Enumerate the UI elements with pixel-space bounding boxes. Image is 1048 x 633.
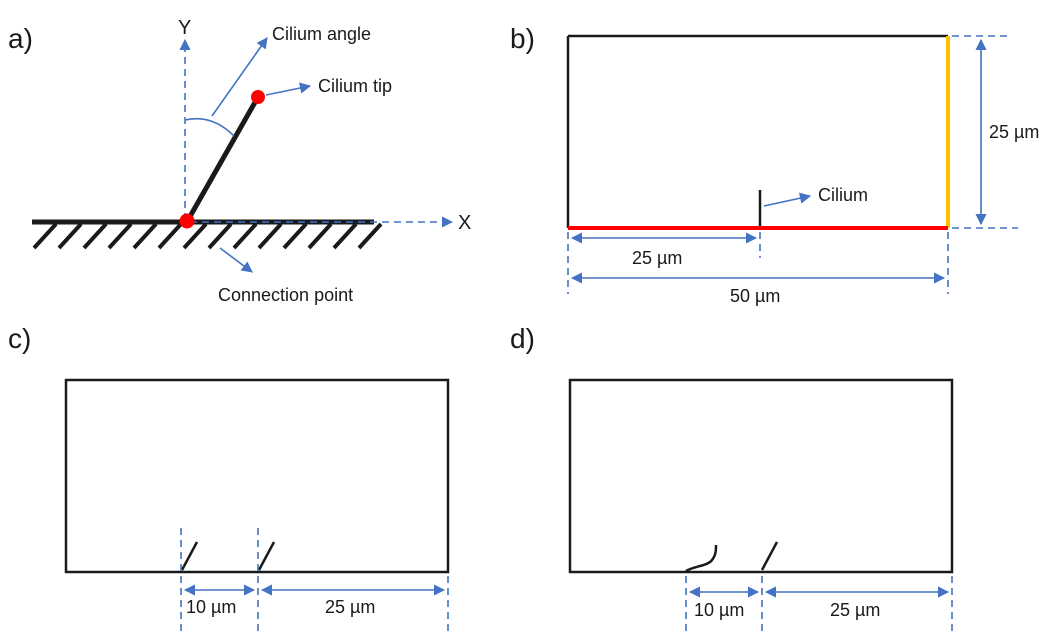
panel-b: b) Cilium 25 µm 25 µm 50 µm (510, 23, 1039, 306)
cilium-tip-label: Cilium tip (318, 76, 392, 96)
hatch-line (132, 222, 158, 250)
hatch-line (357, 222, 383, 250)
connection-point-marker (179, 213, 195, 229)
cilium-one (180, 541, 199, 571)
y-axis-label: Y (178, 17, 191, 39)
left-dimension-label: 25 µm (632, 248, 682, 268)
gap-dimension-label: 10 µm (694, 600, 744, 620)
domain-box (568, 378, 954, 574)
cilium-line (185, 95, 261, 222)
width-dimension-label: 50 µm (730, 286, 780, 306)
hatch-line (232, 222, 258, 250)
domain-box (64, 378, 450, 574)
hatch-line (182, 222, 208, 250)
panel-a-label: a) (8, 23, 33, 54)
panel-c: c) 10 µm 25 µm (8, 323, 450, 633)
hatch-line (332, 222, 358, 250)
bent-cilium (685, 544, 718, 573)
height-dimension-label: 25 µm (989, 122, 1039, 142)
panel-b-label: b) (510, 23, 535, 54)
gap-dimension-label: 10 µm (186, 597, 236, 617)
hatch-line (57, 222, 83, 250)
straight-cilium (760, 541, 779, 571)
hatch-line (82, 222, 108, 250)
connection-point-label: Connection point (218, 285, 353, 305)
hatch-line (257, 222, 283, 250)
hatch-line (157, 222, 183, 250)
right-dimension-label: 25 µm (830, 600, 880, 620)
panel-d: d) 10 µm 25 µm (510, 323, 954, 633)
cilium-label: Cilium (818, 185, 868, 205)
hatch-line (32, 222, 58, 250)
panel-d-label: d) (510, 323, 535, 354)
cilium-angle-label: Cilium angle (272, 24, 371, 44)
x-axis-label: X (458, 212, 471, 234)
hatch-line (282, 222, 308, 250)
angle-arc (184, 117, 235, 137)
ground-hatching (32, 222, 383, 250)
panel-c-label: c) (8, 323, 31, 354)
connection-point-arrow (219, 247, 253, 273)
hatch-line (107, 222, 133, 250)
cilium-two (257, 541, 276, 571)
cilium-tip-arrow (265, 82, 312, 96)
hatch-line (207, 222, 233, 250)
cilium-arrow (763, 192, 812, 207)
panel-a: a) Y X Cilium angle Cilium tip Connectio… (8, 17, 471, 305)
cilium-angle-arrow (211, 37, 268, 117)
right-dimension-label: 25 µm (325, 597, 375, 617)
hatch-line (307, 222, 333, 250)
cilium-tip-marker (251, 90, 265, 104)
